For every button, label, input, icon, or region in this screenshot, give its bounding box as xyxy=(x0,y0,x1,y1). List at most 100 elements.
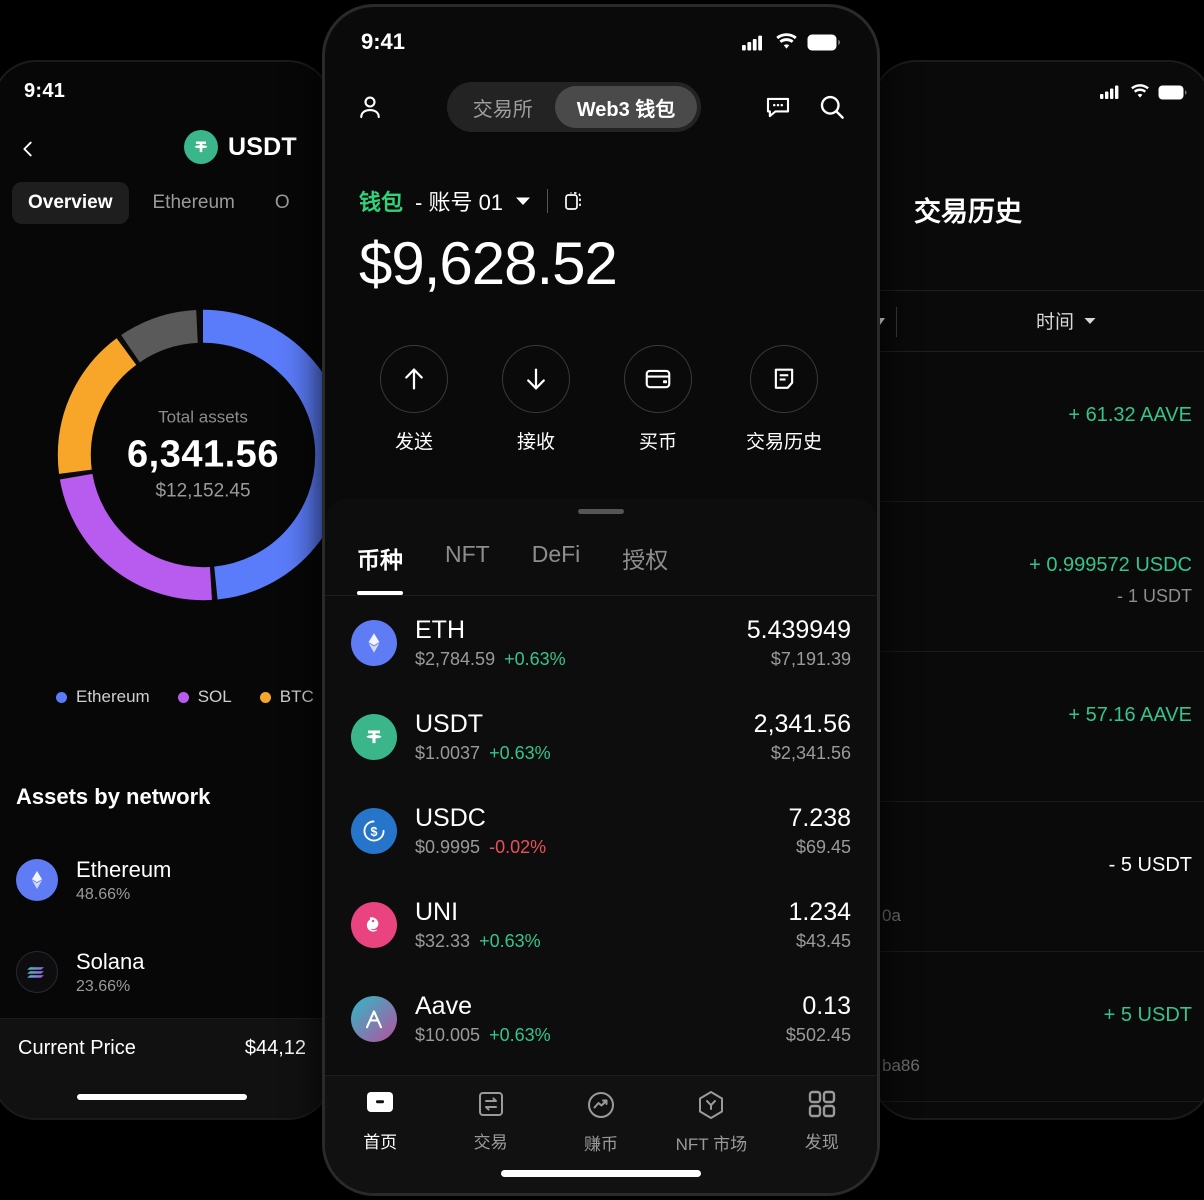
token-change: +0.63% xyxy=(489,1025,551,1046)
sheet-grabber[interactable] xyxy=(578,509,624,514)
center-status-bar: 9:41 xyxy=(325,25,877,59)
token-price-row: $32.33 +0.63% xyxy=(415,931,788,952)
tab-nft[interactable]: NFT xyxy=(445,541,490,567)
token-symbol: UNI xyxy=(415,897,459,926)
legend-dot-sol xyxy=(177,691,189,703)
filter-time-label: 时间 xyxy=(1036,312,1075,333)
tab-nft-market[interactable]: NFT 市场 xyxy=(664,1088,759,1155)
donut-center-labels: Total assets 6,341.56 $12,152.45 xyxy=(78,408,328,503)
filter-time[interactable]: 时间 xyxy=(1036,307,1096,334)
token-balance: 7.238 xyxy=(788,803,851,832)
token-value: $69.45 xyxy=(795,837,851,858)
token-symbol: ETH xyxy=(415,615,465,644)
legend-item-btc: BTC xyxy=(259,687,314,707)
action-receive-label: 接收 xyxy=(516,432,555,453)
chevron-down-icon[interactable] xyxy=(515,196,531,206)
copy-icon[interactable] xyxy=(564,189,586,213)
token-value: $2,341.56 xyxy=(770,743,851,764)
tab-ethereum[interactable]: Ethereum xyxy=(152,192,235,213)
token-price: $2,784.59 xyxy=(415,649,496,670)
tx-amount: + 61.32 AAVE xyxy=(1068,404,1192,426)
tab-overview[interactable]: Overview xyxy=(12,182,129,224)
tab-trade[interactable]: 交易 xyxy=(443,1088,538,1153)
action-history-label: 交易历史 xyxy=(745,432,822,453)
tab-approvals[interactable]: 授权 xyxy=(622,547,669,573)
chat-bubble-icon[interactable] xyxy=(763,92,793,122)
tab-defi[interactable]: DeFi xyxy=(531,541,581,567)
list-item[interactable]: ETH $2,784.59 +0.63% 5.439949 $7,191.39 xyxy=(325,596,877,690)
legend-item-sol: SOL xyxy=(177,687,232,707)
network-row-text: Solana 23.66% xyxy=(76,949,145,996)
search-icon[interactable] xyxy=(817,92,847,122)
token-symbol: Aave xyxy=(415,991,472,1020)
network-row-solana[interactable]: Solana 23.66% xyxy=(16,926,320,1018)
list-item[interactable]: $ USDC $0.9995 -0.02% 7.238 $69.45 xyxy=(325,784,877,878)
token-value: $43.45 xyxy=(795,931,851,952)
tab-discover[interactable]: 发现 xyxy=(774,1088,869,1153)
action-receive[interactable]: 接收 xyxy=(501,345,570,454)
table-row[interactable]: + 61.32 AAVE xyxy=(874,352,1204,502)
token-price-row: $10.005 +0.63% xyxy=(415,1025,786,1046)
tab-earn[interactable]: 赚币 xyxy=(553,1088,648,1155)
list-item[interactable]: USDT $1.0037 +0.63% 2,341.56 $2,341.56 xyxy=(325,690,877,784)
table-row[interactable]: + 0.999572 USDC - 1 USDT xyxy=(874,502,1204,652)
donut-center-value: 6,341.56 xyxy=(127,433,279,476)
token-balance: 5.439949 xyxy=(746,615,851,644)
table-row[interactable]: - 5 USDT 0a xyxy=(874,802,1204,952)
token-change: -0.02% xyxy=(489,837,547,858)
network-row-text: Ethereum 48.66% xyxy=(76,857,171,904)
action-buy-label: 买币 xyxy=(638,432,677,453)
wallet-total-balance: $9,628.52 xyxy=(359,230,618,297)
tab-nft-market-label: NFT 市场 xyxy=(675,1135,748,1154)
token-info: Aave $10.005 +0.63% xyxy=(415,992,786,1047)
action-buy[interactable]: 买币 xyxy=(623,345,692,454)
earn-icon xyxy=(584,1088,618,1122)
tx-hash-fragment: ba86 xyxy=(882,1056,920,1075)
network-row-ethereum[interactable]: Ethereum 48.66% xyxy=(16,834,320,926)
tab-home-label: 首页 xyxy=(363,1133,398,1152)
status-icons xyxy=(742,33,841,51)
tx-amount: + 0.999572 USDC xyxy=(1029,554,1192,576)
person-icon[interactable] xyxy=(355,92,385,122)
token-price: $32.33 xyxy=(415,931,471,952)
transaction-rows: + 61.32 AAVE + 0.999572 USDC - 1 USDT + … xyxy=(874,352,1204,1118)
segment-exchange[interactable]: 交易所 xyxy=(472,98,533,121)
segment-web3-wallet[interactable]: Web3 钱包 xyxy=(554,86,698,128)
table-row[interactable]: + 57.16 AAVE xyxy=(874,652,1204,802)
list-item[interactable]: Aave $10.005 +0.63% 0.13 $502.45 xyxy=(325,972,877,1066)
legend-label-ethereum: Ethereum xyxy=(76,687,150,706)
credit-card-icon xyxy=(623,345,692,413)
token-balance: 1.234 xyxy=(788,897,851,926)
chevron-down-icon xyxy=(1084,317,1096,325)
filter-divider xyxy=(896,307,897,337)
wallet-selector[interactable]: 钱包 - 账号 01 xyxy=(359,185,586,217)
current-price-value: $44,12 xyxy=(244,1037,306,1059)
assets-donut-chart: Total assets 6,341.56 $12,152.45 xyxy=(38,290,330,620)
donut-svg xyxy=(57,309,330,601)
tab-home[interactable]: 首页 xyxy=(333,1088,428,1153)
action-send[interactable]: 发送 xyxy=(379,345,448,454)
legend-dot-btc xyxy=(259,691,271,703)
status-time: 9:41 xyxy=(361,29,406,54)
token-balance-info: 7.238 $69.45 xyxy=(788,804,851,859)
tab-other[interactable]: O xyxy=(274,192,290,213)
action-history[interactable]: 交易历史 xyxy=(746,345,822,454)
token-symbol: USDT xyxy=(415,709,484,738)
list-item[interactable]: UNI $32.33 +0.63% 1.234 $43.45 xyxy=(325,878,877,972)
wifi-icon xyxy=(1130,84,1150,100)
aave-icon xyxy=(351,996,397,1042)
token-price: $10.005 xyxy=(415,1025,481,1046)
tx-amount: - 5 USDT xyxy=(1108,854,1192,876)
wallet-quick-actions: 发送 接收 买币 交易 xyxy=(325,345,877,454)
tab-coins[interactable]: 币种 xyxy=(343,531,417,595)
bottom-tab-bar: 首页 交易 赚币 NF xyxy=(325,1075,877,1193)
table-row[interactable]: + 5 USDT ba86 xyxy=(874,952,1204,1102)
ethereum-icon xyxy=(16,859,58,901)
chevron-left-icon[interactable] xyxy=(14,130,42,168)
battery-icon xyxy=(1158,85,1188,100)
arrow-up-icon xyxy=(379,345,448,413)
token-change: +0.63% xyxy=(504,649,566,670)
token-info: ETH $2,784.59 +0.63% xyxy=(415,616,747,671)
legend-label-btc: BTC xyxy=(279,687,314,706)
